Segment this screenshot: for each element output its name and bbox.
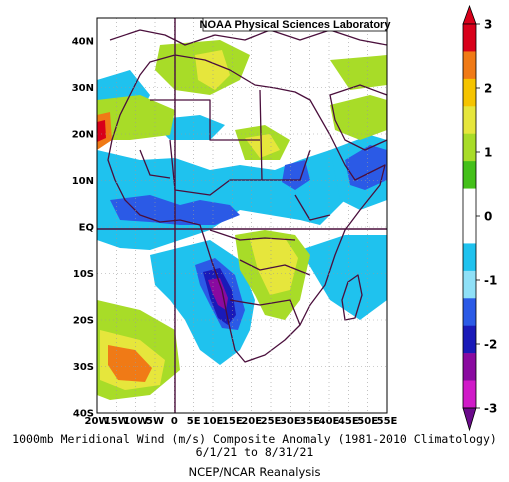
latitude-label: 20S: [73, 316, 94, 327]
lab-label-box: [202, 17, 388, 32]
internal-border-1: [150, 99, 260, 141]
map-panel: [97, 18, 387, 413]
colorbar-segment: [463, 380, 476, 409]
latitude-label: 40N: [72, 37, 94, 48]
colorbar-segment: [463, 133, 476, 162]
colorbar-label: 3: [484, 18, 492, 32]
colorbar-segment: [463, 216, 476, 244]
positive-anomaly-region-upper-right: [330, 55, 387, 90]
longitude-label: 10E: [203, 416, 224, 427]
longitude-label: 25E: [261, 416, 282, 427]
africa-coastline: [107, 54, 386, 363]
longitude-label: 20E: [241, 416, 262, 427]
colorbar-segment: [463, 161, 476, 189]
anomaly-shading: [97, 40, 387, 400]
colorbar-segment: [463, 325, 476, 354]
latitude-label: 10N: [72, 176, 94, 187]
strong-negative-region-horn: [345, 145, 387, 190]
graticule: [97, 18, 387, 413]
colorbar-top-arrow: [462, 4, 477, 25]
colorbar-label: 1: [484, 146, 492, 160]
internal-border-5: [239, 259, 311, 276]
colorbar-segment: [463, 353, 476, 381]
caption-dates: 6/1/21 to 8/31/21: [195, 445, 314, 459]
arabian-peninsula: [329, 84, 387, 151]
longitude-label: 15E: [222, 416, 243, 427]
internal-border-7: [139, 149, 171, 179]
strong-negative-region-central: [282, 160, 310, 190]
longitude-label: 10W: [123, 416, 148, 427]
colorbar-segment: [463, 298, 476, 327]
internal-border-4: [209, 229, 296, 241]
longitude-label: 45E: [338, 416, 359, 427]
latitude-label: 30S: [73, 362, 94, 373]
colorbar-label: -3: [484, 402, 497, 416]
extreme-positive-region-northwest: [97, 120, 106, 142]
colorbar-bottom-arrow: [462, 407, 477, 432]
colorbar-segment: [463, 106, 476, 135]
longitude-label: 50E: [357, 416, 378, 427]
colorbar-segment: [463, 188, 476, 217]
negative-anomaly-region-southeast: [300, 235, 387, 320]
moderate-positive-region-east-africa: [250, 238, 298, 295]
colorbar-segment: [463, 51, 476, 80]
europe-coast: [109, 29, 387, 46]
longitude-label: 15W: [104, 416, 129, 427]
colorbar-segment: [463, 270, 476, 299]
positive-anomaly-region-arabia: [330, 95, 387, 140]
longitude-label: 20W: [85, 416, 110, 427]
longitude-label: 30E: [280, 416, 301, 427]
madagascar: [341, 274, 363, 321]
colorbar-label: 0: [484, 210, 492, 224]
longitude-label: 5E: [187, 416, 201, 427]
colorbar: 3 2 1 0 -1 -2 -3: [462, 4, 497, 432]
strong-positive-region-south-atlantic: [108, 345, 152, 382]
internal-border-3: [169, 139, 262, 196]
latitude-label: EQ: [79, 223, 94, 234]
colorbar-segment: [463, 24, 476, 52]
internal-border-2: [259, 89, 311, 181]
longitude-label: 35E: [299, 416, 320, 427]
country-borders: [107, 29, 387, 363]
latitude-labels: 40N 30N 20N 10N EQ 10S 20S 30S 40S: [72, 37, 94, 420]
longitude-label: 55E: [377, 416, 398, 427]
internal-border-8: [294, 194, 331, 221]
colorbar-label: 2: [484, 82, 492, 96]
latitude-label: 10S: [73, 269, 94, 280]
longitude-label: 5W: [146, 416, 164, 427]
colorbar-segment: [463, 78, 476, 107]
colorbar-segment: [463, 243, 476, 272]
colorbar-label: -1: [484, 274, 497, 288]
longitude-label: 40E: [319, 416, 340, 427]
lab-label: NOAA Physical Sciences Laboratory: [200, 19, 392, 31]
latitude-label: 20N: [72, 130, 94, 141]
caption-title: 1000mb Meridional Wind (m/s) Composite A…: [12, 432, 497, 446]
latitude-label: 30N: [72, 83, 94, 94]
caption-source: NCEP/NCAR Reanalysis: [188, 465, 321, 479]
latitude-label: 40S: [73, 409, 94, 420]
internal-border-6: [229, 299, 301, 326]
colorbar-label: -2: [484, 338, 497, 352]
longitude-label: 0: [171, 416, 178, 427]
